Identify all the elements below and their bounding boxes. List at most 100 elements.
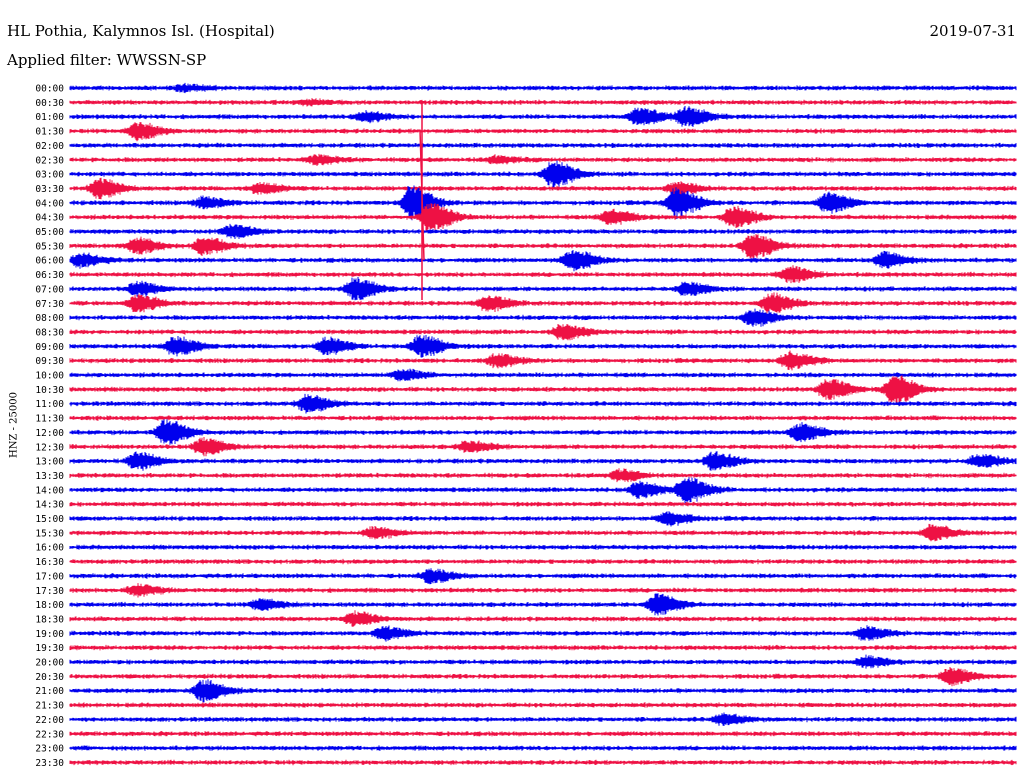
- trace-line: [69, 160, 1017, 188]
- time-tick-label: 13:00: [35, 457, 64, 468]
- time-tick-label: 05:30: [35, 241, 64, 252]
- trace-line: [69, 223, 1017, 239]
- time-tick-label: 18:30: [35, 614, 64, 625]
- time-tick-label: 20:30: [35, 672, 64, 683]
- time-tick-label: 15:00: [35, 514, 64, 525]
- trace-line: [69, 234, 1017, 261]
- trace-line: [69, 667, 1017, 687]
- time-tick-label: 10:00: [35, 371, 64, 382]
- trace-line: [69, 501, 1017, 507]
- time-tick-label: 18:00: [35, 600, 64, 611]
- trace-line: [69, 82, 1017, 94]
- time-tick-label: 08:30: [35, 327, 64, 338]
- time-tick-label: 06:30: [35, 270, 64, 281]
- time-tick-label: 23:30: [35, 758, 64, 769]
- trace-line: [69, 122, 1017, 142]
- trace-line: [69, 583, 1017, 598]
- trace-line: [69, 511, 1017, 527]
- trace-line: [69, 523, 1017, 542]
- trace-line: [69, 308, 1017, 327]
- trace-line: [69, 477, 1017, 504]
- trace-line: [69, 568, 1017, 585]
- station-name: HL Pothia, Kalymnos Isl. (Hospital): [7, 22, 275, 40]
- time-tick-label: 16:30: [35, 557, 64, 568]
- time-tick-label: 15:30: [35, 528, 64, 539]
- time-tick-label: 07:00: [35, 284, 64, 295]
- time-tick-label: 22:00: [35, 715, 64, 726]
- trace-line: [69, 593, 1017, 616]
- time-tick-label: 16:00: [35, 543, 64, 554]
- time-tick-label: 11:00: [35, 399, 64, 410]
- trace-line: [69, 731, 1017, 737]
- trace-line: [69, 203, 1017, 231]
- trace-line: [69, 712, 1017, 726]
- trace-line: [69, 437, 1017, 457]
- time-tick-label: 20:00: [35, 658, 64, 669]
- trace-line: [69, 679, 1017, 703]
- trace-line: [69, 544, 1017, 550]
- trace-line: [69, 368, 1017, 382]
- time-tick-label: 17:00: [35, 571, 64, 582]
- time-tick-label: 09:00: [35, 342, 64, 353]
- time-tick-label: 00:30: [35, 98, 64, 109]
- time-tick-label: 14:30: [35, 500, 64, 511]
- trace-line: [69, 98, 1017, 107]
- time-tick-label: 10:30: [35, 385, 64, 396]
- trace-line: [69, 558, 1017, 565]
- time-tick-label: 07:30: [35, 299, 64, 310]
- time-tick-label: 06:00: [35, 256, 64, 267]
- trace-line: [69, 654, 1017, 669]
- trace-line: [69, 153, 1017, 166]
- trace-line: [69, 759, 1017, 766]
- time-tick-label: 21:30: [35, 701, 64, 712]
- trace-line: [69, 292, 1017, 314]
- trace-line: [69, 324, 1017, 341]
- time-tick-label: 01:00: [35, 112, 64, 123]
- time-tick-label: 23:00: [35, 744, 64, 755]
- trace-line: [69, 250, 1017, 272]
- trace-line: [69, 393, 1017, 414]
- trace-line: [69, 335, 1017, 358]
- time-tick-label: 13:30: [35, 471, 64, 482]
- filter-label: Applied filter: WWSSN-SP: [7, 51, 207, 69]
- time-tick-label: 14:00: [35, 485, 64, 496]
- time-tick-label: 05:00: [35, 227, 64, 238]
- time-tick-label: 03:30: [35, 184, 64, 195]
- trace-line: [69, 702, 1017, 708]
- time-tick-label: 21:00: [35, 686, 64, 697]
- time-tick-label: 11:30: [35, 414, 64, 425]
- time-tick-label: 19:00: [35, 629, 64, 640]
- trace-line: [69, 106, 1017, 127]
- time-tick-label: 00:00: [35, 84, 64, 95]
- time-tick-label: 01:30: [35, 127, 64, 138]
- trace-line: [69, 185, 1017, 221]
- trace-line: [69, 451, 1017, 471]
- time-tick-label: 17:30: [35, 586, 64, 597]
- trace-line: [69, 177, 1017, 200]
- event-spike: [419, 102, 425, 300]
- time-tick-label: 09:30: [35, 356, 64, 367]
- time-tick-label: 22:30: [35, 729, 64, 740]
- time-tick-label: 12:00: [35, 428, 64, 439]
- time-tick-label: 12:30: [35, 442, 64, 453]
- trace-line: [69, 265, 1017, 284]
- time-tick-label: 19:30: [35, 643, 64, 654]
- trace-line: [69, 350, 1017, 371]
- trace-line: [69, 610, 1017, 627]
- trace-line: [69, 277, 1017, 301]
- trace-line: [69, 468, 1017, 483]
- time-tick-label: 04:30: [35, 213, 64, 224]
- time-tick-label: 08:00: [35, 313, 64, 324]
- trace-line: [69, 745, 1017, 751]
- record-date: 2019-07-31: [929, 22, 1016, 40]
- trace-line: [69, 419, 1017, 445]
- trace-line: [69, 415, 1017, 421]
- time-tick-label: 04:00: [35, 198, 64, 209]
- time-tick-label: 02:30: [35, 155, 64, 166]
- trace-line: [69, 142, 1017, 149]
- time-tick-label: 03:00: [35, 170, 64, 181]
- time-tick-label: 02:00: [35, 141, 64, 152]
- trace-line: [69, 375, 1017, 404]
